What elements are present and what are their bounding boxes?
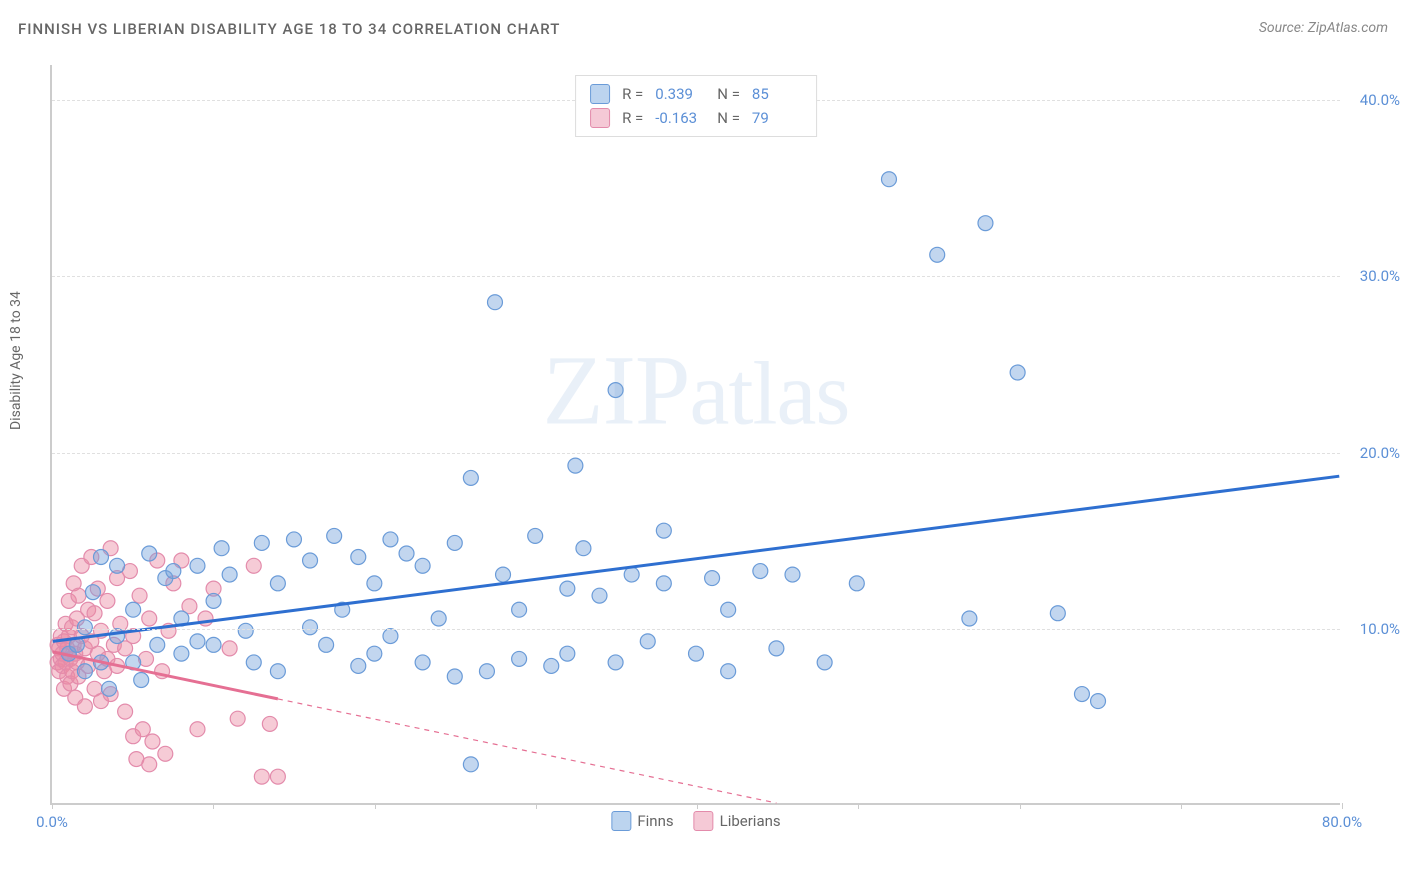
gridline: [52, 276, 1340, 277]
plot-svg: [52, 65, 1340, 803]
correlation-legend: R = 0.339 N = 85 R = -0.163 N = 79: [575, 75, 817, 137]
r-label: R =: [622, 106, 643, 130]
n-value-finns: 85: [752, 82, 802, 106]
swatch-finns: [611, 811, 631, 831]
x-tick: [213, 803, 214, 809]
x-tick: [697, 803, 698, 809]
y-tick-label: 10.0%: [1345, 620, 1400, 638]
swatch-liberians: [694, 811, 714, 831]
x-tick: [1020, 803, 1021, 809]
gridline: [52, 453, 1340, 454]
r-label: R =: [622, 82, 643, 106]
x-tick: [858, 803, 859, 809]
legend-item-finns: Finns: [611, 811, 673, 831]
legend-item-liberians: Liberians: [694, 811, 781, 831]
swatch-liberians: [590, 108, 610, 128]
r-value-liberians: -0.163: [655, 106, 705, 130]
x-tick-label: 0.0%: [36, 813, 68, 831]
swatch-finns: [590, 84, 610, 104]
legend-label: Liberians: [720, 812, 781, 830]
source-attribution: Source: ZipAtlas.com: [1259, 20, 1388, 36]
chart-container: ZIPatlas R = 0.339 N = 85 R = -0.163 N =…: [50, 55, 1370, 845]
n-label: N =: [717, 106, 740, 130]
y-tick-label: 20.0%: [1345, 444, 1400, 462]
legend-row-liberians: R = -0.163 N = 79: [590, 106, 802, 130]
chart-title: FINNISH VS LIBERIAN DISABILITY AGE 18 TO…: [18, 20, 560, 38]
n-label: N =: [717, 82, 740, 106]
legend-row-finns: R = 0.339 N = 85: [590, 82, 802, 106]
x-tick-label: 80.0%: [1322, 813, 1362, 831]
legend-label: Finns: [637, 812, 673, 830]
r-value-finns: 0.339: [655, 82, 705, 106]
x-tick: [375, 803, 376, 809]
n-value-liberians: 79: [752, 106, 802, 130]
series-legend: Finns Liberians: [611, 811, 780, 831]
gridline: [52, 629, 1340, 630]
x-tick: [52, 803, 53, 809]
x-tick: [536, 803, 537, 809]
y-tick-label: 30.0%: [1345, 267, 1400, 285]
header: FINNISH VS LIBERIAN DISABILITY AGE 18 TO…: [18, 20, 1388, 38]
y-tick-label: 40.0%: [1345, 91, 1400, 109]
y-axis-label: Disability Age 18 to 34: [8, 291, 24, 430]
plot-area: ZIPatlas R = 0.339 N = 85 R = -0.163 N =…: [50, 65, 1340, 805]
x-tick: [1181, 803, 1182, 809]
x-tick: [1342, 803, 1343, 809]
